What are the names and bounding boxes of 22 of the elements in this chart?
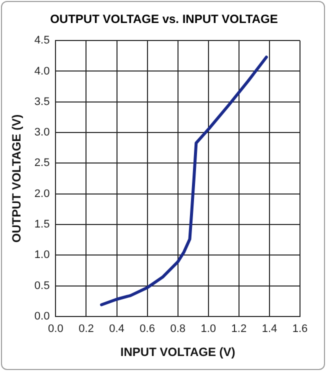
y-tick-label: 3.0	[34, 126, 50, 139]
x-axis-title: INPUT VOLTAGE (V)	[120, 345, 236, 360]
x-tick-label: 0.0	[48, 323, 64, 336]
y-tick-label: 4.5	[34, 34, 50, 47]
y-tick-label: 0.0	[34, 310, 50, 322]
y-tick-label: 3.5	[34, 96, 50, 108]
y-tick-label: 1.0	[34, 249, 50, 262]
x-tick-label: 1.4	[262, 323, 278, 336]
x-tick-label: 0.6	[140, 323, 155, 336]
x-tick-label: 1.2	[231, 323, 247, 336]
y-axis-title: OUTPUT VOLTAGE (V)	[10, 114, 24, 243]
y-tick-label: 4.0	[34, 65, 50, 78]
y-tick-label: 2.5	[34, 157, 50, 170]
y-tick-label: 0.5	[34, 280, 50, 292]
x-tick-label: 0.4	[109, 323, 124, 336]
x-tick-label: 1.6	[292, 323, 308, 336]
x-tick-label: 0.8	[170, 323, 186, 336]
y-tick-label: 2.0	[34, 188, 50, 200]
x-tick-label: 1.0	[200, 323, 216, 336]
y-tick-label: 1.5	[34, 218, 50, 230]
chart-title: OUTPUT VOLTAGE vs. INPUT VOLTAGE	[49, 12, 279, 26]
x-tick-label: 0.2	[78, 323, 94, 336]
